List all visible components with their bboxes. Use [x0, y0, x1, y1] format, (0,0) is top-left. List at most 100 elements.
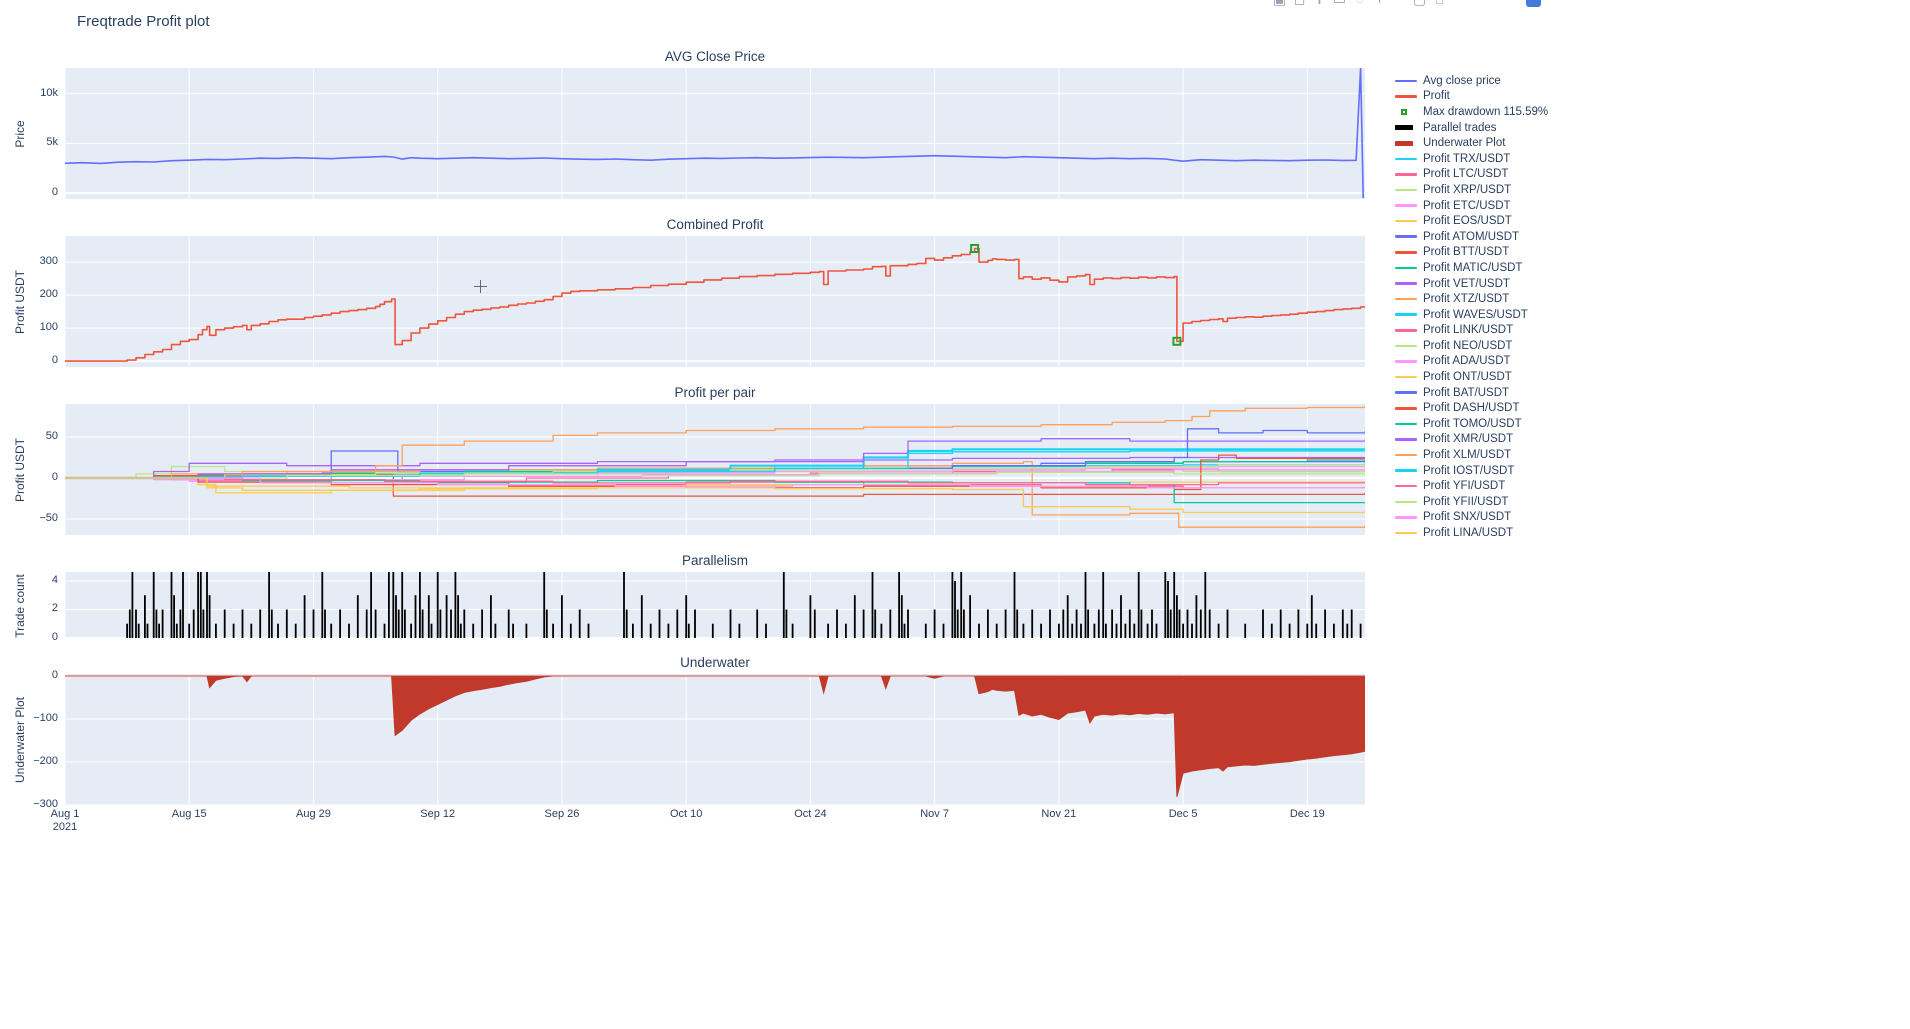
x-tick-label: Oct 10	[669, 808, 703, 820]
legend-label: Profit EOS/USDT	[1423, 215, 1512, 228]
legend-line-swatch-icon	[1395, 313, 1421, 316]
legend-item[interactable]: Profit ONT/USDT	[1395, 369, 1548, 385]
legend-item[interactable]: Profit BAT/USDT	[1395, 385, 1548, 401]
subplot-title-underwater: Underwater	[680, 655, 750, 670]
x-tick-label: Oct 24	[794, 808, 827, 820]
legend-label: Profit IOST/USDT	[1423, 464, 1515, 477]
legend-line-swatch-icon	[1395, 375, 1421, 379]
legend-label: Profit TRX/USDT	[1423, 152, 1511, 165]
legend-item[interactable]: Profit VET/USDT	[1395, 276, 1548, 292]
legend-item[interactable]: Profit ATOM/USDT	[1395, 229, 1548, 245]
legend-label: Profit ONT/USDT	[1423, 371, 1512, 384]
pan-icon[interactable]: ✛	[1312, 0, 1327, 7]
legend-item[interactable]: Profit XMR/USDT	[1395, 432, 1548, 448]
legend-label: Profit VET/USDT	[1423, 277, 1510, 290]
legend-item[interactable]: Profit TOMO/USDT	[1395, 416, 1548, 432]
legend-item[interactable]: Profit	[1395, 89, 1548, 105]
zoom-icon[interactable]: ◻	[1292, 0, 1307, 7]
legend-line-swatch-icon	[1395, 125, 1421, 131]
y-tick-label: 300	[39, 255, 58, 268]
legend-label: Profit TOMO/USDT	[1423, 417, 1522, 430]
x-tick-label: Aug 15	[171, 808, 207, 820]
legend-item[interactable]: Profit LINK/USDT	[1395, 323, 1548, 339]
camera-icon[interactable]: ▣	[1272, 0, 1287, 7]
x-tick-label: Nov 21	[1041, 808, 1077, 820]
legend-item[interactable]: Profit NEO/USDT	[1395, 338, 1548, 354]
legend-item[interactable]: Profit XRP/USDT	[1395, 182, 1548, 198]
legend-label: Profit ADA/USDT	[1423, 355, 1511, 368]
zoom-out-icon[interactable]: −	[1392, 0, 1407, 7]
legend-item[interactable]: Profit IOST/USDT	[1395, 463, 1548, 479]
lasso-icon[interactable]: ◌	[1352, 0, 1367, 7]
legend-label: Profit SNX/USDT	[1423, 511, 1512, 524]
legend-item[interactable]: Profit YFI/USDT	[1395, 478, 1548, 494]
legend-line-swatch-icon	[1395, 251, 1421, 254]
legend-item[interactable]: Parallel trades	[1395, 120, 1548, 136]
legend-item[interactable]: Profit BTT/USDT	[1395, 245, 1548, 261]
legend-item[interactable]: Profit MATIC/USDT	[1395, 260, 1548, 276]
legend-label: Underwater Plot	[1423, 137, 1506, 150]
legend-item[interactable]: Avg close price	[1395, 73, 1548, 89]
legend-item[interactable]: Underwater Plot	[1395, 135, 1548, 151]
y-tick-label: 0	[51, 354, 58, 367]
x-tick-label: Aug 29	[296, 808, 331, 820]
legend-label: Profit ETC/USDT	[1423, 199, 1511, 212]
legend-line-swatch-icon	[1395, 235, 1421, 238]
page-title: Freqtrade Profit plot	[77, 13, 210, 30]
y-tick-label: −200	[33, 755, 58, 767]
legend-line-swatch-icon	[1395, 391, 1421, 394]
legend-label: Profit NEO/USDT	[1423, 339, 1513, 352]
y-tick-label: −50	[39, 512, 58, 524]
plotly-modebar: ▣ ◻ ✛ ▭ ◌ +−▢ ⌂	[1272, 0, 1447, 7]
legend-line-swatch-icon	[1395, 329, 1421, 332]
plotly-logo[interactable]	[1526, 0, 1541, 7]
legend-label: Profit XLM/USDT	[1423, 449, 1512, 462]
legend-item[interactable]: Profit LINA/USDT	[1395, 525, 1548, 541]
legend-item[interactable]: Profit DASH/USDT	[1395, 400, 1548, 416]
y-tick-label: 0	[51, 669, 58, 682]
subplot-title-avg-close-price: AVG Close Price	[664, 49, 766, 64]
cursor-crosshair	[480, 280, 481, 293]
legend-line-swatch-icon	[1395, 282, 1421, 285]
legend-item[interactable]: Profit ADA/USDT	[1395, 354, 1548, 370]
legend-line-swatch-icon	[1395, 422, 1421, 426]
legend-item[interactable]: Profit LTC/USDT	[1395, 167, 1548, 183]
legend-item[interactable]: Profit ETC/USDT	[1395, 198, 1548, 214]
legend-line-swatch-icon	[1395, 344, 1421, 348]
legend-item[interactable]: Profit XLM/USDT	[1395, 447, 1548, 463]
legend-line-swatch-icon	[1395, 157, 1421, 161]
y-tick-label: 50	[45, 430, 58, 443]
box-select-icon[interactable]: ▭	[1332, 0, 1347, 7]
x-tick-label: Dec 19	[1289, 808, 1325, 820]
x-tick-label: Nov 7	[920, 808, 949, 820]
y-tick-label: 0	[51, 186, 58, 199]
x-tick-label: Sep 12	[420, 808, 456, 820]
legend-label: Profit LINK/USDT	[1423, 324, 1514, 337]
legend-label: Profit	[1423, 90, 1450, 103]
legend-line-swatch-icon	[1395, 360, 1421, 363]
legend-item[interactable]: Profit TRX/USDT	[1395, 151, 1548, 167]
y-tick-label: 200	[39, 288, 58, 301]
legend-label: Profit XTZ/USDT	[1423, 293, 1510, 306]
legend-item[interactable]: Profit WAVES/USDT	[1395, 307, 1548, 323]
autoscale-icon[interactable]: ▢	[1412, 0, 1427, 7]
legend-label: Profit YFII/USDT	[1423, 495, 1509, 508]
x-tick-label: Aug 1	[50, 808, 80, 820]
x-tick-label: Sep 26	[544, 808, 580, 820]
legend-line-swatch-icon	[1395, 453, 1421, 457]
legend-label: Profit DASH/USDT	[1423, 402, 1520, 415]
legend-line-swatch-icon	[1395, 79, 1421, 83]
legend-item[interactable]: Profit EOS/USDT	[1395, 213, 1548, 229]
y-tick-label: 0	[51, 631, 58, 643]
legend-item[interactable]: Profit SNX/USDT	[1395, 510, 1548, 526]
legend-item[interactable]: Profit XTZ/USDT	[1395, 291, 1548, 307]
legend-item[interactable]: Max drawdown 115.59%	[1395, 104, 1548, 120]
legend-line-swatch-icon	[1395, 219, 1421, 223]
legend-label: Profit LINA/USDT	[1423, 527, 1514, 540]
reset-axes-icon[interactable]: ⌂	[1432, 0, 1447, 7]
zoom-in-icon[interactable]: +	[1372, 0, 1387, 7]
legend-square-marker-icon	[1395, 108, 1421, 115]
legend-item[interactable]: Profit YFII/USDT	[1395, 494, 1548, 510]
subplot-title-profit-per-pair: Profit per pair	[674, 385, 756, 400]
